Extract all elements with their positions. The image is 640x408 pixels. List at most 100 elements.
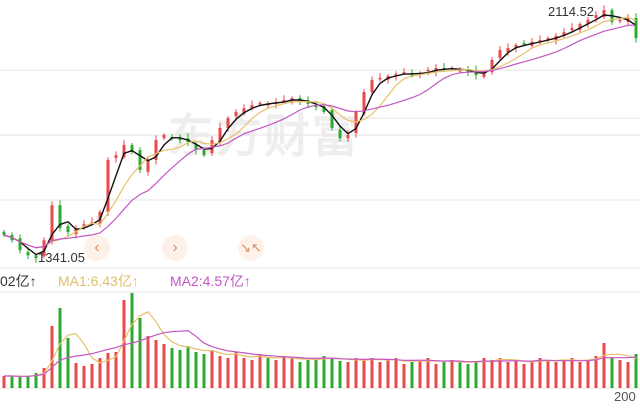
candle-body bbox=[234, 111, 238, 117]
shrink-arrows-icon[interactable]: ↘↖ bbox=[238, 235, 264, 261]
candle-body bbox=[394, 74, 398, 76]
candle-body bbox=[146, 160, 150, 172]
volume-bar bbox=[10, 376, 14, 388]
candle-body bbox=[362, 92, 366, 114]
volume-bar bbox=[322, 356, 326, 388]
volume-bar bbox=[578, 362, 582, 388]
candle-body bbox=[66, 226, 70, 233]
chevron-right-icon[interactable]: › bbox=[162, 235, 188, 261]
candle-body bbox=[114, 155, 118, 159]
volume-bar bbox=[410, 362, 414, 388]
chevron-left-icon[interactable]: ‹ bbox=[84, 235, 110, 261]
volume-bar bbox=[202, 354, 206, 388]
volume-bar bbox=[122, 300, 126, 388]
volume-bar bbox=[250, 360, 254, 388]
volume-bar bbox=[602, 343, 606, 388]
candle-body bbox=[522, 42, 526, 45]
volume-bar bbox=[482, 358, 486, 388]
volume-bar bbox=[474, 362, 478, 388]
volume-bar bbox=[34, 373, 38, 388]
volume-bar bbox=[154, 340, 158, 388]
candle-body bbox=[178, 138, 182, 141]
candle-body bbox=[18, 238, 22, 251]
volume-bar bbox=[226, 358, 230, 388]
volume-bar bbox=[66, 338, 70, 388]
volume-bar bbox=[618, 360, 622, 388]
candle-body bbox=[58, 205, 62, 228]
volume-bar bbox=[530, 362, 534, 388]
volume-bar bbox=[538, 358, 542, 388]
volume-bar bbox=[554, 362, 558, 388]
x-axis-tick: 200 bbox=[614, 389, 636, 404]
volume-bar bbox=[242, 358, 246, 388]
volume-bar bbox=[490, 360, 494, 388]
volume-bar bbox=[162, 344, 166, 388]
candle-body bbox=[154, 140, 158, 161]
volume-bar bbox=[186, 346, 190, 388]
volume-bar bbox=[258, 354, 262, 388]
volume-bar bbox=[514, 360, 518, 388]
high-price-label: 2114.52 bbox=[548, 4, 595, 19]
candle-body bbox=[402, 72, 406, 74]
volume-bar bbox=[210, 350, 214, 388]
volume-bar bbox=[378, 362, 382, 388]
volume-ma1: MA1:6.43亿↑ bbox=[58, 273, 139, 289]
volume-bar bbox=[402, 364, 406, 388]
candle-body bbox=[42, 240, 46, 257]
candle-body bbox=[466, 69, 470, 73]
volume-bar bbox=[194, 352, 198, 388]
candle-body bbox=[50, 205, 54, 243]
volume-bar bbox=[466, 364, 470, 388]
candle-body bbox=[498, 50, 502, 59]
candle-body bbox=[458, 69, 462, 72]
volume-bar bbox=[90, 364, 94, 388]
candle-body bbox=[2, 231, 6, 236]
candle-body bbox=[410, 74, 414, 76]
volume-bar bbox=[58, 308, 62, 388]
volume-bar bbox=[26, 376, 30, 388]
volume-bar bbox=[18, 377, 22, 388]
volume-bar bbox=[506, 362, 510, 388]
volume-bar bbox=[290, 358, 294, 388]
volume-bar bbox=[282, 356, 286, 388]
volume-bar bbox=[450, 360, 454, 388]
volume-bar bbox=[426, 358, 430, 388]
volume-bar bbox=[298, 362, 302, 388]
candle-body bbox=[282, 100, 286, 102]
volume-bar bbox=[314, 358, 318, 388]
volume-ma2-line bbox=[4, 329, 637, 377]
candle-body bbox=[426, 69, 430, 72]
volume-bar bbox=[266, 358, 270, 388]
candle-body bbox=[258, 102, 262, 105]
candle-body bbox=[634, 17, 638, 39]
volume-bar bbox=[2, 376, 6, 388]
volume-bar bbox=[370, 358, 374, 388]
volume-bar bbox=[498, 358, 502, 388]
volume-bar bbox=[354, 358, 358, 388]
volume-bar bbox=[218, 356, 222, 388]
volume-bar bbox=[98, 358, 102, 388]
volume-bar bbox=[146, 336, 150, 388]
candle-body bbox=[34, 255, 38, 259]
candle-body bbox=[506, 48, 510, 52]
volume-bar bbox=[570, 358, 574, 388]
volume-bar bbox=[610, 358, 614, 388]
candle-body bbox=[330, 109, 334, 128]
volume-bar bbox=[130, 293, 134, 388]
volume-bar bbox=[234, 352, 238, 388]
volume-bar bbox=[546, 360, 550, 388]
candle-body bbox=[338, 129, 342, 139]
volume-bar bbox=[522, 364, 526, 388]
candle-body bbox=[106, 160, 110, 212]
candle-body bbox=[26, 252, 30, 256]
volume-bar bbox=[74, 363, 78, 388]
candle-body bbox=[514, 44, 518, 49]
volume-bar bbox=[394, 358, 398, 388]
candle-body bbox=[602, 10, 606, 17]
volume-bar bbox=[442, 362, 446, 388]
candle-body bbox=[378, 77, 382, 80]
volume-bar bbox=[42, 368, 46, 388]
candle-body bbox=[226, 118, 230, 128]
candle-body bbox=[346, 135, 350, 139]
volume-bar bbox=[274, 360, 278, 388]
